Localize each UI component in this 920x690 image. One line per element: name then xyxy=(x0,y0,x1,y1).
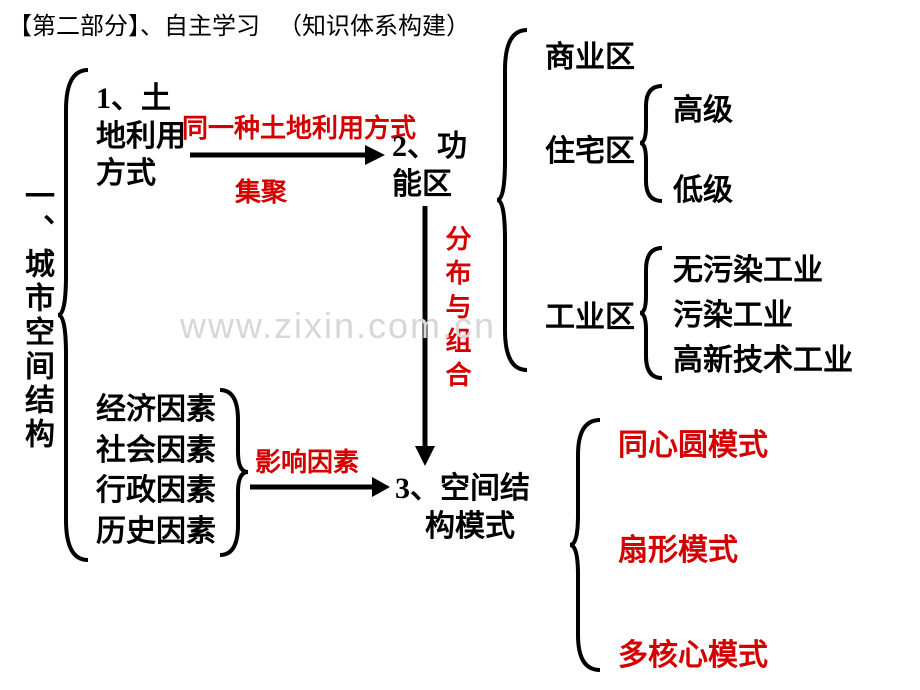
arrow1-top-label: 同一种土地利用方式 xyxy=(182,108,416,145)
node2-line1: 2、功 xyxy=(392,128,467,166)
section-header: 【第二部分】、自主学习 （知识体系构建） xyxy=(8,6,470,41)
factors-block: 经济因素 社会因素 行政因素 历史因素 xyxy=(96,390,216,552)
industrial-b: 污染工业 xyxy=(673,290,793,334)
industrial-brace xyxy=(640,248,668,378)
node2-line2: 能区 xyxy=(392,166,467,204)
factors-close-brace xyxy=(220,390,250,555)
factor-history: 历史因素 xyxy=(96,512,216,553)
residential-low: 低级 xyxy=(673,165,733,209)
model-multicore: 多核心模式 xyxy=(618,630,768,674)
node-land-use: 1、土地利用方式 xyxy=(96,80,186,193)
node3-line1: 3、空间结 xyxy=(395,470,530,508)
residential-high: 高级 xyxy=(673,85,733,129)
factor-admin: 行政因素 xyxy=(96,471,216,512)
industrial-a: 无污染工业 xyxy=(673,245,823,289)
model-concentric: 同心圆模式 xyxy=(618,420,768,464)
models-brace xyxy=(570,420,610,670)
model-sector: 扇形模式 xyxy=(618,525,738,569)
arrow-factors-label: 影响因素 xyxy=(255,442,359,479)
industrial-c: 高新技术工业 xyxy=(673,335,853,379)
zones-brace xyxy=(497,30,537,370)
factor-econ: 经济因素 xyxy=(96,390,216,431)
node-spatial-models: 3、空间结 构模式 xyxy=(395,470,530,545)
root-label: 一、城市空间结构 xyxy=(14,180,58,452)
zone-residential: 住宅区 xyxy=(545,126,635,170)
watermark: www.zixin.com.cn xyxy=(180,305,496,347)
residential-brace xyxy=(640,86,668,201)
zone-commercial: 商业区 xyxy=(545,32,635,76)
node3-line2: 构模式 xyxy=(395,508,530,546)
node-land-use-text: 1、土地利用方式 xyxy=(96,82,186,190)
factor-social: 社会因素 xyxy=(96,431,216,472)
arrow1-bottom-label: 集聚 xyxy=(235,172,287,209)
zone-industrial: 工业区 xyxy=(545,292,635,336)
node-functional-zones: 2、功 能区 xyxy=(392,128,467,203)
root-brace xyxy=(58,70,98,560)
